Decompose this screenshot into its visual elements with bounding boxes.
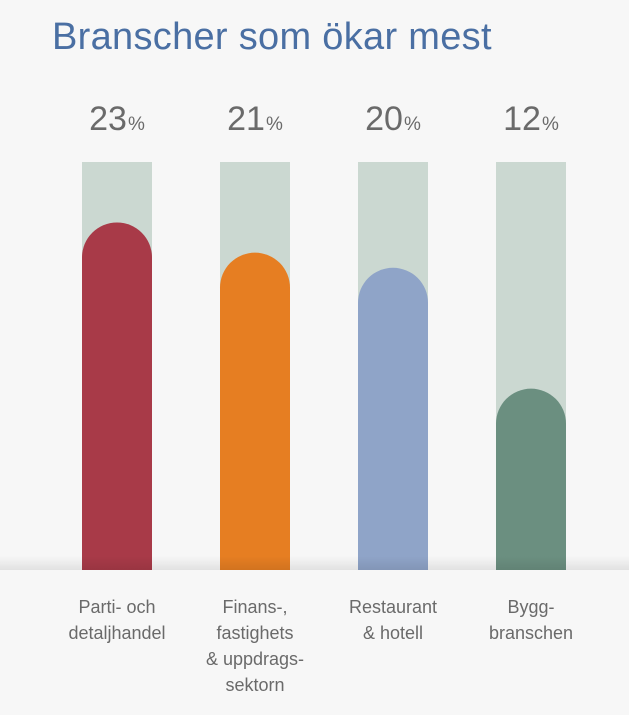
value-label-unit: % [127,114,145,135]
value-label-number: 12 [503,100,541,138]
baseline-area [0,570,629,715]
bar-2 [220,252,290,570]
category-label-4: Bygg- branschen [488,597,574,643]
bar-4 [496,388,566,570]
value-label-number: 23 [89,100,127,138]
value-label-unit: % [541,114,559,135]
bars [82,222,566,570]
chart-title: Branscher som ökar mest [52,16,492,58]
value-label-2: 21% [195,100,315,139]
value-label-1: 23% [57,100,177,139]
value-label-number: 21 [227,100,265,138]
baseline-shadow [0,556,629,572]
category-label-3: Restaurant & hotell [348,597,438,643]
value-label-unit: % [403,114,421,135]
value-label-number: 20 [365,100,403,138]
bar-1 [82,222,152,570]
category-label-1: Parti- och detaljhandel [68,597,166,643]
value-label-4: 12% [471,100,591,139]
bar-3 [358,267,428,570]
bar-tracks [82,162,566,570]
value-label-unit: % [265,114,283,135]
value-label-3: 20% [333,100,453,139]
category-label-2: Finans-, fastighets & uppdrags- sektorn [205,597,305,695]
